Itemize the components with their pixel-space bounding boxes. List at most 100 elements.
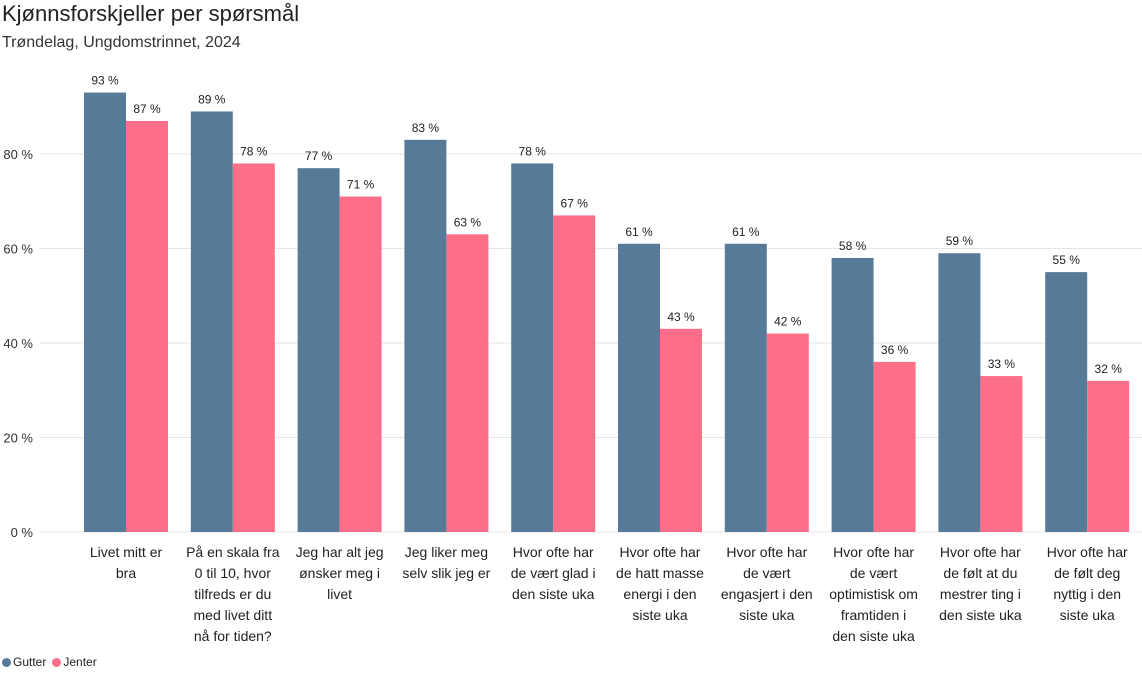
x-category-line: Hvor ofte har: [833, 544, 915, 560]
bars: [84, 92, 1130, 533]
bar-jenter: [660, 328, 702, 532]
x-category-line: med livet ditt: [193, 607, 273, 623]
x-category-line: Hvor ofte har: [939, 544, 1021, 560]
x-category-line: de hatt masse: [616, 565, 704, 581]
data-label-gutter: 83 %: [412, 121, 440, 135]
bar-gutter: [84, 92, 126, 532]
bar-jenter: [873, 361, 916, 532]
x-category-line: Livet mitt er: [89, 544, 163, 560]
data-label-jenter: 71 %: [347, 178, 375, 192]
bar-gutter: [724, 243, 767, 532]
x-category-line: den siste uka: [832, 628, 915, 644]
legend-item-jenter[interactable]: Jenter: [52, 655, 97, 669]
x-category-line: den siste uka: [511, 586, 595, 602]
bar-gutter: [297, 168, 340, 533]
y-tick-label: 0 %: [11, 525, 34, 540]
data-label-gutter: 77 %: [305, 149, 333, 163]
x-category-line: nå for tiden?: [193, 628, 272, 644]
x-category-line: tilfreds er du: [194, 586, 272, 602]
data-label-jenter: 33 %: [988, 357, 1016, 371]
data-label-gutter: 58 %: [839, 239, 867, 253]
x-category-line: På en skala fra: [186, 544, 280, 560]
chart-subtitle: Trøndelag, Ungdomstrinnet, 2024: [2, 34, 241, 51]
bar-gutter: [618, 243, 660, 532]
x-category-line: framtiden i: [840, 607, 907, 623]
bar-jenter: [339, 196, 382, 532]
x-category-line: selv slik jeg er: [402, 565, 491, 581]
x-category-line: de vært: [743, 565, 791, 581]
y-tick-label: 20 %: [3, 431, 33, 446]
bar-jenter: [553, 215, 596, 533]
x-category-line: energi i den: [623, 586, 697, 602]
data-label-jenter: 67 %: [561, 196, 589, 210]
data-label-jenter: 78 %: [240, 144, 268, 158]
legend-item-gutter[interactable]: Gutter: [2, 655, 46, 669]
x-category-line: de følt at du: [943, 565, 1018, 581]
legend-label: Jenter: [63, 655, 97, 669]
x-category-line: engasjert i den: [720, 586, 813, 602]
y-tick-label: 80 %: [3, 147, 33, 162]
data-label-gutter: 61 %: [732, 225, 760, 239]
x-category-label: Jeg har alt jeg ønsker meg i livet: [292, 542, 388, 605]
bar-gutter: [404, 139, 447, 532]
data-label-gutter: 55 %: [1053, 253, 1081, 267]
x-category-line: Hvor ofte har: [1046, 544, 1128, 560]
bar-jenter: [766, 333, 809, 532]
data-label-jenter: 87 %: [133, 102, 161, 116]
x-category-line: Hvor ofte har: [619, 544, 701, 560]
data-labels: 93 % 87 % 89 % 78 % 77 % 71 % 83 % 63 % 78 % 67 %…: [91, 74, 1122, 376]
x-category-line: bra: [115, 565, 137, 581]
bar-jenter: [1087, 380, 1130, 532]
x-category-line: Hvor ofte har: [512, 544, 594, 560]
data-label-jenter: 63 %: [454, 215, 482, 229]
x-category-line: siste uka: [632, 607, 688, 623]
x-category-line: optimistisk om: [829, 586, 918, 602]
data-label-jenter: 43 %: [667, 310, 695, 324]
x-category-line: ønsker meg i: [299, 565, 381, 581]
data-label-gutter: 61 %: [625, 225, 653, 239]
y-tick-label: 60 %: [3, 242, 33, 257]
bar-gutter: [831, 257, 874, 532]
bar-jenter: [126, 120, 168, 533]
legend-dot-icon: [2, 657, 11, 667]
bar-jenter: [446, 234, 489, 532]
chart-title: Kjønnsforskjeller per spørsmål: [2, 1, 300, 26]
bar-gutter: [938, 253, 981, 532]
x-category-line: de vært: [849, 565, 898, 581]
data-label-jenter: 42 %: [774, 315, 802, 329]
x-category-line: siste uka: [1059, 607, 1115, 623]
bar-gutter: [511, 163, 554, 532]
x-category-label: Hvor ofte har de vært glad i den siste uka: [505, 542, 601, 605]
x-category-label: Hvor ofte har de følt deg nyttig i den sist…: [1039, 542, 1135, 626]
x-category-label: Hvor ofte har de hatt masse energi i den si…: [612, 542, 708, 626]
legend-label: Gutter: [13, 655, 47, 669]
bar-gutter: [190, 111, 233, 532]
x-category-line: den siste uka: [939, 607, 1022, 623]
data-label-gutter: 59 %: [946, 234, 974, 248]
x-category-label: På en skala fra 0 til 10, hvor tilfreds er…: [185, 542, 281, 647]
x-category-line: livet: [327, 586, 353, 602]
x-category-line: de vært glad i: [510, 565, 596, 581]
legend-dot-icon: [52, 657, 62, 667]
x-category-label: Jeg liker meg selv slik jeg er: [398, 542, 494, 584]
x-category-line: Jeg liker meg: [404, 544, 489, 560]
data-label-gutter: 78 %: [519, 144, 547, 158]
x-category-line: mestrer ting i: [939, 586, 1021, 602]
bar-jenter: [232, 163, 275, 532]
x-category-label: Livet mitt er bra: [78, 542, 174, 584]
x-category-line: Hvor ofte har: [726, 544, 808, 560]
y-axis-ticks: 0 % 20 % 40 % 60 % 80 %: [3, 147, 33, 540]
x-category-label: Hvor ofte har de følt at du mestrer ting i…: [932, 542, 1028, 626]
legend: Gutter Jenter: [2, 655, 97, 669]
data-label-jenter: 32 %: [1095, 362, 1123, 376]
x-category-label: Hvor ofte har de vært engasjert i den siste…: [719, 542, 815, 626]
data-label-gutter: 89 %: [198, 92, 226, 106]
x-category-line: Jeg har alt jeg: [295, 544, 384, 560]
x-category-line: 0 til 10, hvor: [194, 565, 271, 581]
data-label-jenter: 36 %: [881, 343, 909, 357]
bar-jenter: [980, 376, 1023, 532]
x-category-label: Hvor ofte har de vært optimistisk om framti…: [826, 542, 922, 647]
x-category-line: siste uka: [739, 607, 795, 623]
x-category-line: nyttig i den: [1053, 586, 1122, 602]
